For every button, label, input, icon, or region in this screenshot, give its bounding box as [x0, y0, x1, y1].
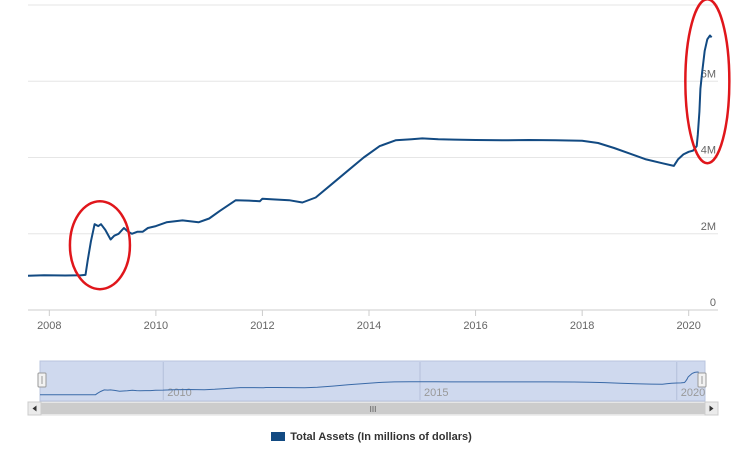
legend-label: Total Assets (In millions of dollars) — [290, 431, 472, 443]
series-group — [27, 34, 713, 277]
navigator-series — [40, 371, 699, 396]
navigator-tick-label: 2010 — [167, 387, 191, 399]
x-tick-label: 2014 — [357, 320, 381, 332]
legend[interactable]: Total Assets (In millions of dollars) — [0, 431, 743, 443]
navigator-tick-label: 2020 — [681, 387, 705, 399]
scrollbar-grip: III — [370, 405, 377, 414]
x-tick-label: 2016 — [463, 320, 487, 332]
x-tick-labels: 2008 2010 2012 2014 2016 2018 2020 — [37, 310, 701, 332]
annotation-ellipse-2008 — [68, 199, 132, 291]
scrollbar-left-arrow-icon — [32, 405, 37, 412]
x-tick-label: 2020 — [676, 320, 700, 332]
series-line-total-assets — [27, 34, 713, 277]
annotation-ellipse-2020 — [684, 0, 731, 165]
x-tick-label: 2010 — [144, 320, 168, 332]
y-tick-label: 6M — [701, 68, 716, 80]
navigator-background[interactable] — [39, 360, 706, 402]
scrollbar-right-arrow-icon — [709, 405, 714, 412]
grid-lines — [28, 4, 718, 235]
y-tick-label: 0 — [710, 297, 716, 309]
navigator-tick-label: 2015 — [424, 387, 448, 399]
scrollbar-thumb[interactable] — [41, 403, 705, 414]
y-tick-labels: 0 2M 4M 6M — [701, 68, 716, 309]
y-tick-label: 2M — [701, 221, 716, 233]
y-tick-label: 4M — [701, 145, 716, 157]
legend-swatch — [271, 432, 286, 441]
x-tick-label: 2012 — [250, 320, 274, 332]
annotations — [68, 0, 731, 291]
x-tick-label: 2018 — [570, 320, 594, 332]
navigator-series-line — [40, 371, 699, 396]
x-tick-label: 2008 — [37, 320, 61, 332]
